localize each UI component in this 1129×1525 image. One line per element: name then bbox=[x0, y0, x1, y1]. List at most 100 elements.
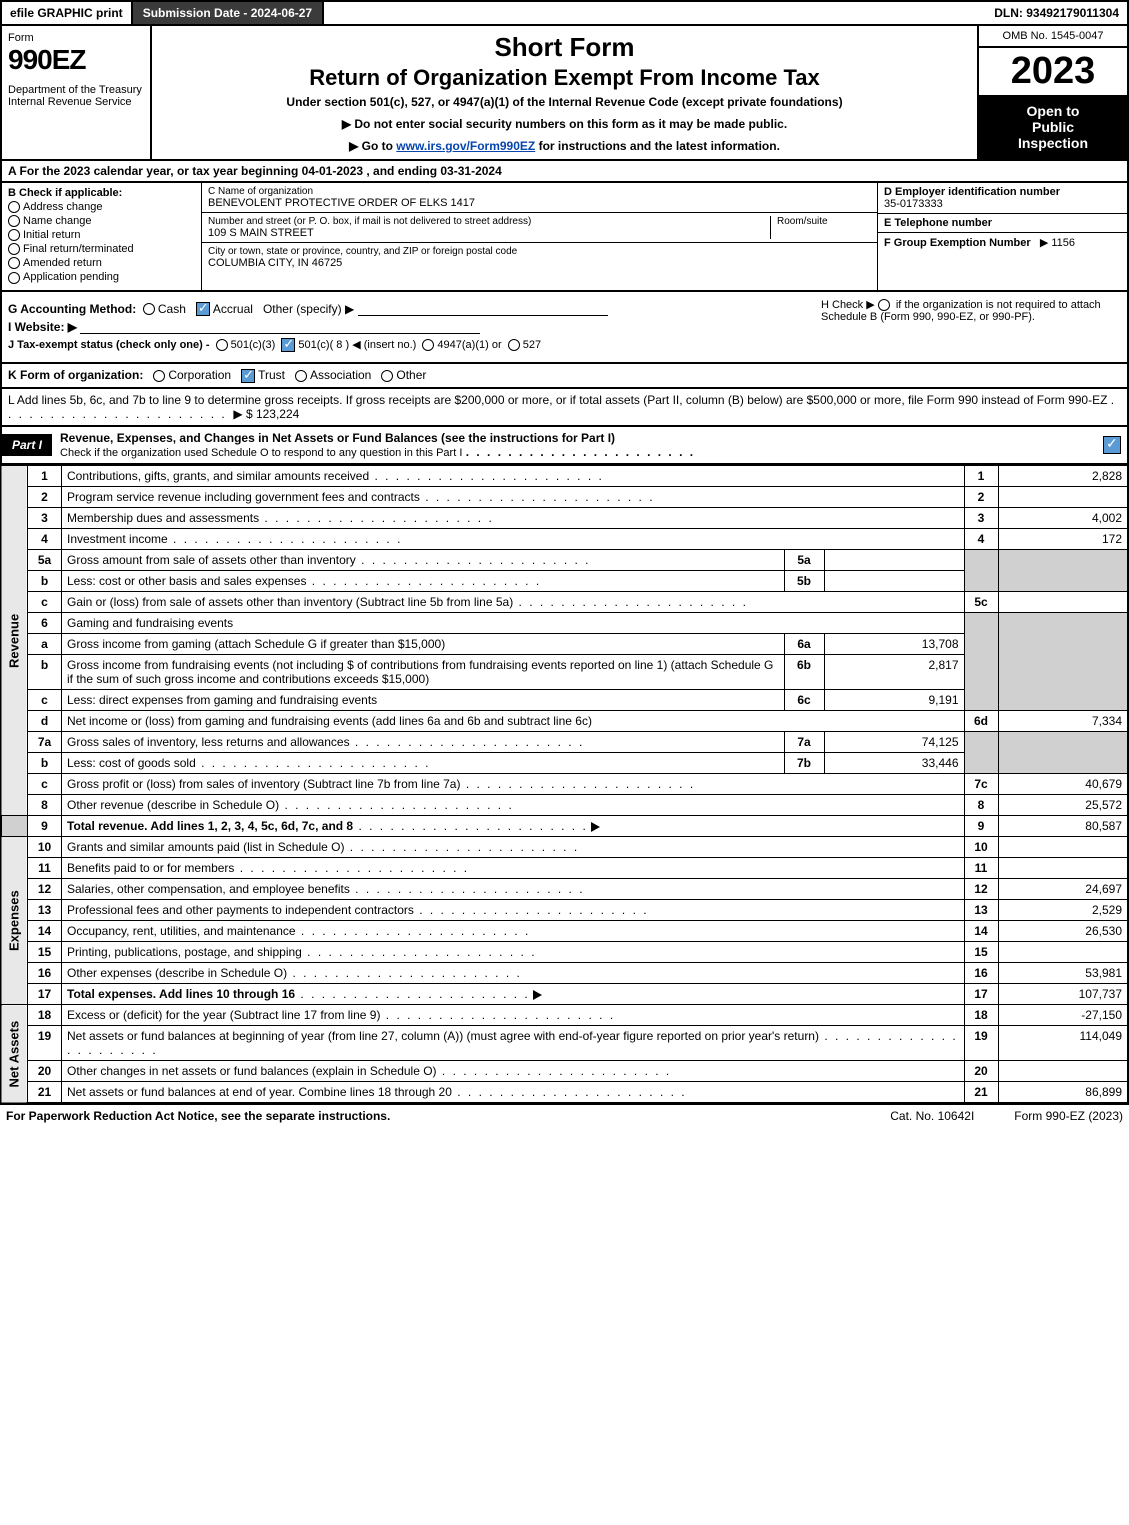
row-10: Expenses 10 Grants and similar amounts p… bbox=[1, 837, 1128, 858]
omb-number: OMB No. 1545-0047 bbox=[979, 26, 1127, 48]
row-4: 4 Investment income 4 172 bbox=[1, 529, 1128, 550]
h-checkbox[interactable] bbox=[878, 299, 890, 311]
row-11: 11Benefits paid to or for members11 bbox=[1, 858, 1128, 879]
chk-application-pending[interactable]: Application pending bbox=[8, 271, 195, 283]
l-text: L Add lines 5b, 6c, and 7b to line 9 to … bbox=[8, 393, 1107, 407]
chk-address-change[interactable]: Address change bbox=[8, 201, 195, 213]
col-c: C Name of organization BENEVOLENT PROTEC… bbox=[202, 183, 877, 290]
j-4947-radio[interactable] bbox=[422, 339, 434, 351]
val-17: 107,737 bbox=[998, 984, 1128, 1005]
website-input[interactable] bbox=[80, 320, 480, 334]
val-11 bbox=[998, 858, 1128, 879]
val-8: 25,572 bbox=[998, 795, 1128, 816]
f-group-cell: F Group Exemption Number ▶ 1156 bbox=[878, 233, 1127, 290]
j-line: J Tax-exempt status (check only one) - 5… bbox=[8, 338, 1121, 352]
g-cash-radio[interactable] bbox=[143, 303, 155, 315]
vlabel-revenue: Revenue bbox=[1, 466, 28, 816]
dln-label: DLN: 93492179011304 bbox=[986, 2, 1127, 24]
l-amount: ▶ $ 123,224 bbox=[233, 407, 299, 421]
k-corp-radio[interactable] bbox=[153, 370, 165, 382]
row-17: 17Total expenses. Add lines 10 through 1… bbox=[1, 984, 1128, 1005]
row-6a: a Gross income from gaming (attach Sched… bbox=[1, 634, 1128, 655]
j-527-radio[interactable] bbox=[508, 339, 520, 351]
header-center: Short Form Return of Organization Exempt… bbox=[152, 26, 977, 159]
inspect-2: Public bbox=[983, 119, 1123, 135]
val-5b bbox=[824, 571, 964, 592]
part1-title: Revenue, Expenses, and Changes in Net As… bbox=[52, 427, 1103, 463]
chk-amended-return[interactable]: Amended return bbox=[8, 257, 195, 269]
chk-initial-return[interactable]: Initial return bbox=[8, 229, 195, 241]
j-501c3-radio[interactable] bbox=[216, 339, 228, 351]
val-1: 2,828 bbox=[998, 466, 1128, 487]
note-ssn: ▶ Do not enter social security numbers o… bbox=[162, 117, 967, 131]
row-5b: b Less: cost or other basis and sales ex… bbox=[1, 571, 1128, 592]
row-6c: c Less: direct expenses from gaming and … bbox=[1, 690, 1128, 711]
irs-link[interactable]: www.irs.gov/Form990EZ bbox=[396, 139, 535, 153]
header-left: Form 990EZ Department of the Treasury In… bbox=[2, 26, 152, 159]
val-14: 26,530 bbox=[998, 921, 1128, 942]
d-ein-cell: D Employer identification number 35-0173… bbox=[878, 183, 1127, 214]
form-word: Form bbox=[8, 32, 144, 44]
chk-final-return[interactable]: Final return/terminated bbox=[8, 243, 195, 255]
title-short-form: Short Form bbox=[162, 32, 967, 63]
part1-schedule-o-checkbox[interactable] bbox=[1103, 436, 1121, 454]
efile-print-button[interactable]: efile GRAPHIC print bbox=[2, 2, 133, 24]
k-label: K Form of organization: bbox=[8, 368, 143, 382]
row-12: 12Salaries, other compensation, and empl… bbox=[1, 879, 1128, 900]
vlabel-netassets: Net Assets bbox=[1, 1005, 28, 1104]
e-tel-label: E Telephone number bbox=[884, 217, 1121, 229]
org-name: BENEVOLENT PROTECTIVE ORDER OF ELKS 1417 bbox=[208, 197, 871, 209]
header-right: OMB No. 1545-0047 2023 Open to Public In… bbox=[977, 26, 1127, 159]
row-8: 8 Other revenue (describe in Schedule O)… bbox=[1, 795, 1128, 816]
note-link: ▶ Go to www.irs.gov/Form990EZ for instru… bbox=[162, 139, 967, 153]
k-trust-radio[interactable] bbox=[241, 369, 255, 383]
row-20: 20Other changes in net assets or fund ba… bbox=[1, 1061, 1128, 1082]
c-name-cell: C Name of organization BENEVOLENT PROTEC… bbox=[202, 183, 877, 213]
row-14: 14Occupancy, rent, utilities, and mainte… bbox=[1, 921, 1128, 942]
arrow-icon bbox=[591, 822, 600, 832]
h-box: H Check ▶ if the organization is not req… bbox=[821, 298, 1121, 323]
val-2 bbox=[998, 487, 1128, 508]
i-label: I Website: ▶ bbox=[8, 320, 77, 334]
k-assoc-radio[interactable] bbox=[295, 370, 307, 382]
val-21: 86,899 bbox=[998, 1082, 1128, 1104]
g-label: G Accounting Method: bbox=[8, 302, 136, 316]
row-a-tax-year: A For the 2023 calendar year, or tax yea… bbox=[0, 161, 1129, 183]
chk-name-change[interactable]: Name change bbox=[8, 215, 195, 227]
org-city: COLUMBIA CITY, IN 46725 bbox=[208, 257, 871, 269]
row-3: 3 Membership dues and assessments 3 4,00… bbox=[1, 508, 1128, 529]
col-d: D Employer identification number 35-0173… bbox=[877, 183, 1127, 290]
k-other-radio[interactable] bbox=[381, 370, 393, 382]
j-501c-radio[interactable] bbox=[281, 338, 295, 352]
section-ghij: H Check ▶ if the organization is not req… bbox=[0, 292, 1129, 365]
val-7b: 33,446 bbox=[824, 753, 964, 774]
submission-date-button[interactable]: Submission Date - 2024-06-27 bbox=[133, 2, 324, 24]
val-16: 53,981 bbox=[998, 963, 1128, 984]
g-accrual-radio[interactable] bbox=[196, 302, 210, 316]
row-7a: 7a Gross sales of inventory, less return… bbox=[1, 732, 1128, 753]
val-9: 80,587 bbox=[998, 816, 1128, 837]
part1-tag: Part I bbox=[2, 434, 52, 456]
section-k: K Form of organization: Corporation Trus… bbox=[0, 364, 1129, 389]
note2-post: for instructions and the latest informat… bbox=[535, 139, 780, 153]
tax-year: 2023 bbox=[979, 48, 1127, 95]
dept-label: Department of the Treasury Internal Reve… bbox=[8, 84, 144, 108]
subtitle: Under section 501(c), 527, or 4947(a)(1)… bbox=[162, 95, 967, 109]
inspection-badge: Open to Public Inspection bbox=[979, 95, 1127, 159]
footer-formref: Form 990-EZ (2023) bbox=[1014, 1109, 1123, 1123]
val-5c bbox=[998, 592, 1128, 613]
f-group-value: ▶ 1156 bbox=[1040, 237, 1075, 249]
page-footer: For Paperwork Reduction Act Notice, see … bbox=[0, 1104, 1129, 1127]
row-6d: d Net income or (loss) from gaming and f… bbox=[1, 711, 1128, 732]
block-bcd: B Check if applicable: Address change Na… bbox=[0, 183, 1129, 292]
col-b: B Check if applicable: Address change Na… bbox=[2, 183, 202, 290]
g-other-input[interactable] bbox=[358, 302, 608, 316]
e-tel-cell: E Telephone number bbox=[878, 214, 1127, 233]
row-6: 6 Gaming and fundraising events bbox=[1, 613, 1128, 634]
val-19: 114,049 bbox=[998, 1026, 1128, 1061]
title-return: Return of Organization Exempt From Incom… bbox=[162, 65, 967, 91]
val-10 bbox=[998, 837, 1128, 858]
part1-table: Revenue 1 Contributions, gifts, grants, … bbox=[0, 465, 1129, 1104]
form-code: 990EZ bbox=[8, 44, 144, 76]
val-5a bbox=[824, 550, 964, 571]
